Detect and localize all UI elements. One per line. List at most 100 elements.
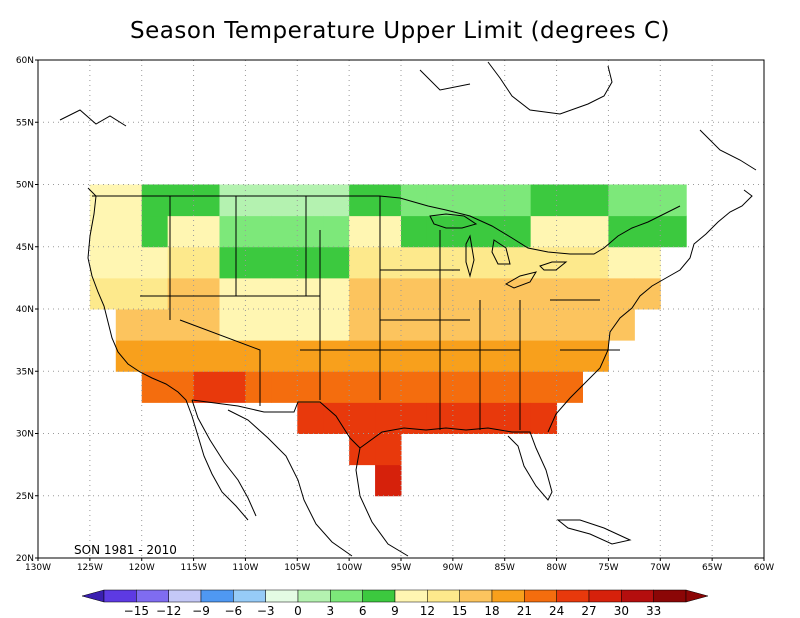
grid-cell xyxy=(245,340,272,372)
grid-cell xyxy=(375,184,402,217)
grid-cell xyxy=(530,277,558,310)
grid-cell xyxy=(401,215,428,248)
grid-cell xyxy=(193,340,220,372)
colorbar-swatch xyxy=(103,589,137,603)
grid-cell xyxy=(89,215,117,248)
grid-cell xyxy=(219,371,246,403)
grid-cell xyxy=(323,340,350,372)
grid-cell xyxy=(323,277,350,310)
grid-cell xyxy=(115,184,143,217)
grid-cell xyxy=(556,309,583,341)
colorbar-left-arrow xyxy=(81,589,105,603)
grid-cell xyxy=(323,246,350,279)
grid-cell xyxy=(219,215,246,248)
lat-tick-label: 30N xyxy=(16,430,34,440)
grid-cell xyxy=(271,215,298,248)
colorbar-swatch xyxy=(394,589,428,603)
grid-cell xyxy=(349,402,376,434)
great-lakes-huron xyxy=(491,239,511,265)
grid-cell xyxy=(271,184,298,217)
grid-cell xyxy=(634,246,661,279)
grid-cell xyxy=(349,246,376,279)
grid-cell xyxy=(401,340,428,372)
grid-cell xyxy=(245,184,272,217)
grid-cell xyxy=(401,277,428,310)
grid-cell xyxy=(141,277,169,310)
grid-cell xyxy=(167,340,195,372)
grid-cell xyxy=(271,246,298,279)
grid-cell xyxy=(660,215,687,248)
colorbar-swatch xyxy=(265,589,299,603)
grid-cell xyxy=(115,277,143,310)
grid-cell xyxy=(375,340,402,372)
grid-cell xyxy=(323,309,350,341)
grid-cell xyxy=(297,215,324,248)
colorbar-label: 30 xyxy=(614,604,629,618)
grid-cell xyxy=(375,309,402,341)
us-canada-border xyxy=(92,195,681,255)
grid-cell xyxy=(478,340,506,372)
grid-cell xyxy=(349,340,376,372)
lon-tick-label: 130W xyxy=(25,563,51,573)
lon-tick-label: 90W xyxy=(443,563,463,573)
colorbar: −15 −12 −9 −6 −3 0 3 6 9 12 15 18 21 24 27 30 33 xyxy=(81,589,709,618)
grid-cell xyxy=(504,246,532,279)
lon-tick-label: 60W xyxy=(754,563,774,573)
colorbar-label: 27 xyxy=(581,604,596,618)
great-lakes-superior xyxy=(429,213,478,229)
grid-cell xyxy=(375,402,402,434)
lat-tick-label: 60N xyxy=(16,56,34,66)
grid-cell xyxy=(375,277,402,310)
lon-tick-label: 115W xyxy=(181,563,207,573)
grid-cell xyxy=(530,402,558,434)
grid-cell xyxy=(530,309,558,341)
colorbar-swatch xyxy=(427,589,460,603)
colorbar-swatch xyxy=(168,589,202,603)
colorbar-swatch xyxy=(200,589,234,603)
grid-cell xyxy=(582,340,609,372)
colorbar-swatch xyxy=(491,589,525,603)
grid-cell xyxy=(401,184,428,217)
grid-cell xyxy=(349,309,376,341)
grid-cell xyxy=(634,277,661,310)
grid-cell xyxy=(349,215,376,248)
temperature-grid xyxy=(89,184,687,497)
lat-tick-label: 40N xyxy=(16,305,34,315)
grid-cell xyxy=(556,246,583,279)
grid-cell xyxy=(245,309,272,341)
grid-cell xyxy=(478,402,506,434)
grid-cell xyxy=(219,246,246,279)
colorbar-label: −15 xyxy=(124,604,149,618)
lat-tick-label: 35N xyxy=(16,367,34,377)
grid-cell xyxy=(167,215,195,248)
grid-cell xyxy=(582,246,609,279)
lat-lon-gridlines xyxy=(38,60,764,558)
grid-cell xyxy=(219,340,246,372)
colorbar-label: 15 xyxy=(452,604,467,618)
colorbar-swatch xyxy=(556,589,590,603)
grid-cell xyxy=(323,371,350,403)
lon-tick-label: 100W xyxy=(336,563,362,573)
colorbar-label: 6 xyxy=(359,604,367,618)
grid-cell xyxy=(219,309,246,341)
grid-cell xyxy=(115,309,143,341)
grid-cell xyxy=(271,309,298,341)
lon-tick-label: 95W xyxy=(391,563,411,573)
grid-cell xyxy=(349,371,376,403)
grid-cell xyxy=(608,215,635,248)
colorbar-label: −12 xyxy=(156,604,181,618)
grid-cell xyxy=(452,309,480,341)
grid-cell xyxy=(608,309,635,341)
lon-tick-label: 70W xyxy=(650,563,670,573)
grid-cell xyxy=(141,371,169,403)
colorbar-swatch xyxy=(362,589,396,603)
grid-cell xyxy=(478,371,506,403)
mexico-gulf xyxy=(355,447,409,557)
lon-tick-label: 125W xyxy=(77,563,103,573)
grid-cell xyxy=(297,184,324,217)
cuba xyxy=(556,519,632,545)
colorbar-swatch xyxy=(297,589,331,603)
grid-cell xyxy=(375,215,402,248)
grid-cell xyxy=(193,215,220,248)
